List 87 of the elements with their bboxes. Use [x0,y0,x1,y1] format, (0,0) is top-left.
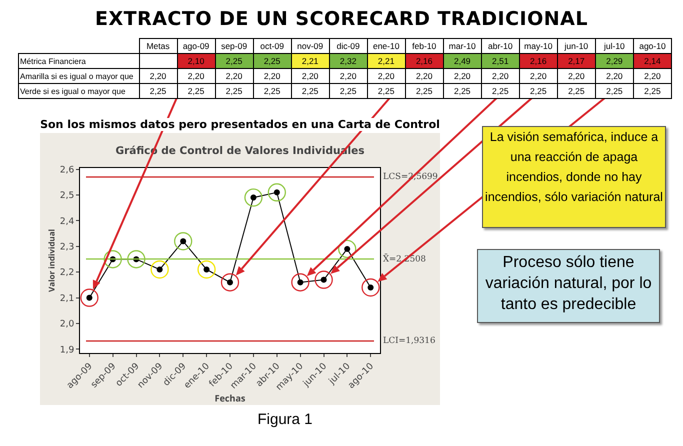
point [150,260,169,279]
data-label: 2,20 [481,68,520,84]
data-label: 2,25 [215,54,254,68]
data-label: 2,16 [519,54,558,68]
x-tick-label: mar-10 [443,38,482,54]
point [80,288,98,307]
x-tick-label: dic-09 [329,38,368,54]
data-label: 2,21 [291,54,330,68]
data-label: 2,20 [443,68,482,84]
data-label: 2,49 [443,54,482,68]
y-tick-label: 2,3 [60,242,74,253]
data-label: 2,25 [215,84,254,98]
x-tick-label: jul-10 [595,38,634,54]
x-tick-label: ago-09 [177,38,216,54]
data-label: 2,20 [405,68,444,84]
point [244,188,263,207]
point [127,250,146,268]
point [314,270,333,289]
data-label: 2,25 [595,84,634,98]
data-label: 2,20 [253,68,292,84]
data-label: 2,20 [595,68,634,84]
point [220,273,240,292]
y-tick-label: Verde si es igual o mayor que [18,84,139,98]
data-label: 2,20 [367,68,406,84]
data-label: 2,51 [481,54,520,68]
data-label: 2,20 [177,68,216,84]
x-tick-label: sep-09 [215,38,254,54]
data-label: 2,25 [481,84,520,98]
data-label: 2,29 [595,54,634,68]
data-label: 2,25 [139,84,178,98]
data-label: 2,25 [443,84,482,98]
data-label: 2,20 [557,68,596,84]
data-label: 2,25 [557,84,596,98]
data-label: 2,20 [633,68,672,84]
data-label: 2,21 [367,54,406,68]
point [174,232,192,250]
data-label: 2,25 [253,54,292,68]
data-label: 2,25 [367,84,406,98]
point [291,273,310,292]
data-label: 2,25 [519,84,558,98]
chart-title: EXTRACTO DE UN SCORECARD TRADICIONAL [94,8,589,30]
x-tick-label: abr-10 [481,38,520,54]
y-tick-label: 2,6 [60,165,74,176]
y-tick-label: 2,2 [60,268,74,278]
point [338,240,356,258]
data-label: 2,20 [215,68,254,84]
point [104,250,122,268]
x-tick-label: jun-10 [557,38,596,54]
chart-subtitle: Son los mismos datos pero presentados en una Carta de Control [40,118,440,131]
data-label: 2,20 [519,68,558,84]
x-tick-label: may-10 [519,38,558,54]
y-tick-label: Métrica Financiera [18,54,139,68]
data-label: 2,25 [633,84,672,98]
point [268,183,286,202]
data-label: 2,25 [405,84,444,98]
text: Figura 1 [256,411,314,428]
y-tick-label: 2,1 [60,294,74,304]
data-label: 2,14 [633,54,672,68]
x-tick-label: ene-10 [367,38,406,54]
ref-line-label: LCI=1,9316 [383,336,436,346]
y-tick-label: 2,5 [60,191,74,202]
data-label: 2,25 [329,84,368,98]
data-label: 2,32 [329,54,368,68]
data-label: 2,16 [405,54,444,68]
data-label: 2,17 [557,54,596,68]
x-tick-label: feb-10 [405,38,444,54]
x-tick-label: Metas [139,38,178,54]
x-tick-label: ago-10 [633,38,672,54]
y-tick-label: 1,9 [60,345,74,356]
y-tick-label: 2,0 [60,320,74,330]
data-label: 2,20 [139,68,178,84]
text: La visión semafórica, induce a una reacción de apaga incendios, donde no hay incendios, sólo variación natural [482,126,666,228]
point [197,260,216,279]
y-tick-label: Amarilla si es igual o mayor que [18,68,139,84]
text: Proceso sólo tiene variación natural, por lo tanto es predecible [477,249,660,323]
y-tick-label: 2,4 [60,216,74,227]
data-label: 2,25 [177,84,216,98]
data-label: 2,25 [253,84,292,98]
x-tick-label: oct-09 [253,38,292,54]
y-axis-title: Valor individual [46,229,58,292]
data-label: 2,20 [291,68,330,84]
x-tick-label: nov-09 [291,38,330,54]
data-label: 2,10 [177,54,216,68]
data-label: 2,20 [329,68,368,84]
x-axis-title: Fechas [214,391,246,404]
point [362,278,380,297]
data-label: 2,25 [291,84,330,98]
